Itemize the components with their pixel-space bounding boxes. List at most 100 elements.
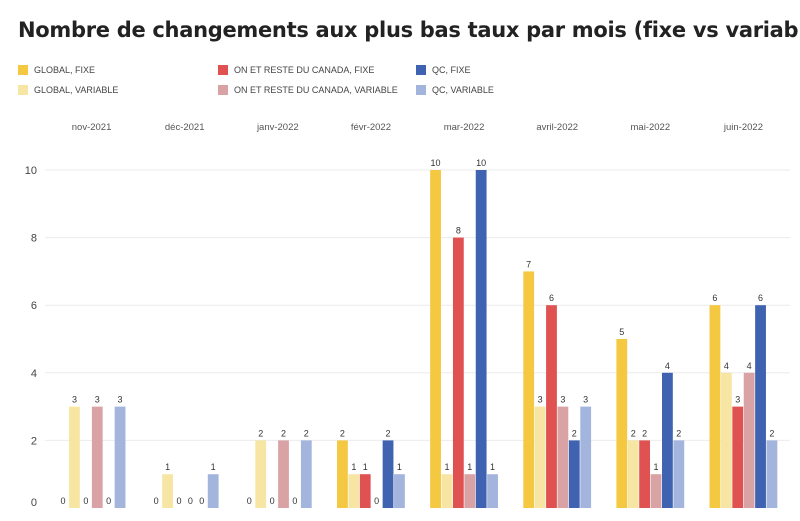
bar [709, 305, 721, 508]
bar-value-label: 4 [724, 361, 729, 371]
bar-value-label: 6 [712, 293, 717, 303]
y-tick-label: 6 [31, 300, 37, 312]
bar [766, 440, 778, 508]
bar-value-label: 2 [340, 428, 345, 438]
bar [430, 170, 441, 508]
legend-item: QC, FIXE [416, 62, 471, 78]
bar [452, 237, 464, 508]
bar-value-label: 1 [444, 462, 449, 472]
bar [337, 440, 348, 508]
bar-value-label: 2 [258, 428, 263, 438]
legend-swatch [218, 65, 228, 75]
bar [394, 474, 405, 508]
bar [114, 406, 126, 508]
bar-value-label: 0 [188, 496, 193, 506]
bar [382, 440, 394, 508]
bar [523, 271, 535, 508]
bar-value-label: 2 [281, 428, 286, 438]
bar-value-label: 3 [538, 395, 543, 405]
bar [557, 406, 569, 508]
legend-item: GLOBAL, FIXE [18, 62, 95, 78]
legend-item: ON ET RESTE DU CANADA, FIXE [218, 62, 374, 78]
bar-value-label: 10 [476, 158, 486, 168]
bar [639, 440, 651, 508]
bar-value-label: 1 [490, 462, 495, 472]
bar [720, 372, 732, 508]
bar-value-label: 10 [431, 158, 441, 168]
bar [91, 406, 103, 508]
bar [348, 474, 360, 508]
bar [475, 170, 487, 508]
legend-swatch [416, 65, 426, 75]
legend-swatch [18, 65, 28, 75]
y-tick-label: 0 [31, 497, 37, 509]
bar-value-label: 3 [583, 395, 588, 405]
legend-item: GLOBAL, VARIABLE [18, 82, 118, 98]
bar [662, 372, 673, 508]
bar-value-label: 0 [247, 496, 252, 506]
bar [650, 474, 662, 508]
bar [755, 305, 766, 508]
legend-item: ON ET RESTE DU CANADA, VARIABLE [218, 82, 398, 98]
bar [546, 305, 557, 508]
bar-value-label: 5 [619, 327, 624, 337]
bar-value-label: 4 [747, 361, 752, 371]
bar [616, 339, 628, 508]
bar [627, 440, 639, 508]
bar-value-label: 7 [526, 259, 531, 269]
legend-swatch [18, 85, 28, 95]
category-label: mar-2022 [444, 122, 485, 133]
bar-value-label: 0 [292, 496, 297, 506]
bar [359, 474, 371, 508]
bar-value-label: 0 [83, 496, 88, 506]
bar-value-label: 2 [642, 428, 647, 438]
legend-item: QC, VARIABLE [416, 82, 494, 98]
bar [69, 406, 80, 508]
bar [743, 372, 755, 508]
bar-value-label: 0 [199, 496, 204, 506]
bar-value-label: 0 [106, 496, 111, 506]
bar-value-label: 6 [758, 293, 763, 303]
bar-value-label: 3 [735, 395, 740, 405]
bar-value-label: 1 [165, 462, 170, 472]
category-label: févr-2022 [351, 122, 391, 133]
legend: GLOBAL, FIXE GLOBAL, VARIABLE ON ET RESTE … [18, 62, 578, 102]
bar [487, 474, 498, 508]
y-tick-label: 10 [25, 165, 37, 177]
bar [580, 406, 592, 508]
bar-value-label: 3 [560, 395, 565, 405]
bar-value-label: 2 [676, 428, 681, 438]
bar [568, 440, 580, 508]
bar-value-label: 0 [176, 496, 181, 506]
legend-label: ON ET RESTE DU CANADA, FIXE [234, 65, 375, 75]
bar-value-label: 4 [665, 361, 670, 371]
bar-value-label: 2 [304, 428, 309, 438]
legend-label: GLOBAL, FIXE [34, 65, 96, 75]
bar [207, 474, 219, 508]
bar-value-label: 1 [654, 462, 659, 472]
bar-value-label: 3 [118, 395, 123, 405]
category-label: juin-2022 [723, 122, 763, 133]
bar-value-label: 2 [386, 428, 391, 438]
category-label: mai-2022 [631, 122, 671, 133]
bar-value-label: 0 [154, 496, 159, 506]
y-tick-label: 8 [31, 233, 37, 245]
bar [255, 440, 267, 508]
category-label: nov-2021 [72, 122, 112, 133]
bar [673, 440, 685, 508]
bar-value-label: 8 [456, 226, 461, 236]
y-tick-label: 4 [31, 368, 37, 380]
bar [441, 474, 453, 508]
bar-value-label: 2 [631, 428, 636, 438]
bar-value-label: 0 [374, 496, 379, 506]
bar-value-label: 3 [95, 395, 100, 405]
chart-title: Nombre de changements aux plus bas taux … [18, 18, 800, 42]
legend-label: GLOBAL, VARIABLE [34, 85, 119, 95]
bar-value-label: 0 [61, 496, 66, 506]
bar-value-label: 2 [769, 428, 774, 438]
category-label: janv-2022 [256, 122, 299, 133]
legend-label: QC, FIXE [432, 65, 471, 75]
legend-label: ON ET RESTE DU CANADA, VARIABLE [234, 85, 398, 95]
bar [464, 474, 476, 508]
